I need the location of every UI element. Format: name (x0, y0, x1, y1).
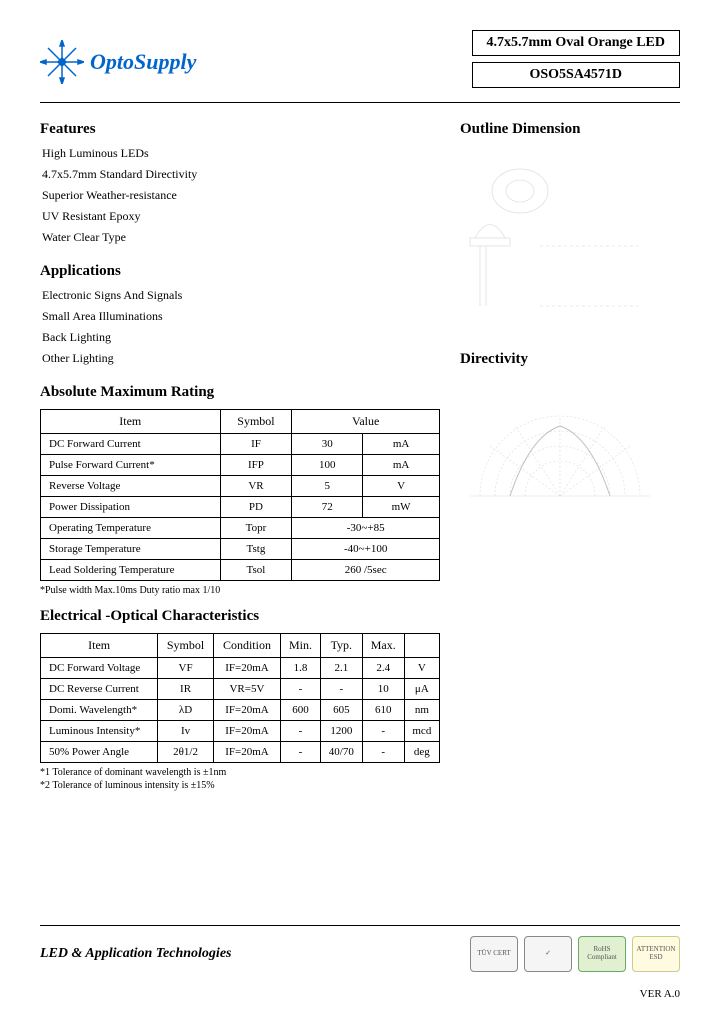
product-title: 4.7x5.7mm Oval Orange LED (472, 30, 681, 56)
feature-item: High Luminous LEDs (40, 146, 440, 161)
outline-heading: Outline Dimension (460, 121, 680, 138)
application-item: Small Area Illuminations (40, 309, 440, 324)
amr-footnote: *Pulse width Max.10ms Duty ratio max 1/1… (40, 585, 440, 596)
table-row: Reverse VoltageVR5V (41, 476, 440, 497)
table-row: DC Forward CurrentIF30mA (41, 434, 440, 455)
feature-item: 4.7x5.7mm Standard Directivity (40, 167, 440, 182)
col-min: Min. (281, 634, 321, 658)
application-item: Back Lighting (40, 330, 440, 345)
company-name: OptoSupply (90, 49, 196, 75)
table-row: DC Reverse CurrentIRVR=5V--10μA (41, 679, 440, 700)
header: OptoSupply 4.7x5.7mm Oval Orange LED OSO… (40, 30, 680, 94)
col-symbol: Symbol (158, 634, 214, 658)
header-divider (40, 102, 680, 103)
table-header-row: Item Symbol Condition Min. Typ. Max. (41, 634, 440, 658)
table-row: 50% Power Angle2θ1/2IF=20mA-40/70-deg (41, 742, 440, 763)
col-value: Value (292, 410, 440, 434)
eoc-footnote-2: *2 Tolerance of luminous intensity is ±1… (40, 780, 440, 791)
application-item: Electronic Signs And Signals (40, 288, 440, 303)
table-row: Storage TemperatureTstg-40~+100 (41, 539, 440, 560)
table-header-row: Item Symbol Value (41, 410, 440, 434)
left-column: Features High Luminous LEDs 4.7x5.7mm St… (40, 121, 440, 803)
check-badge-icon: ✓ (524, 936, 572, 972)
tuv-badge-icon: TÜV CERT (470, 936, 518, 972)
title-block: 4.7x5.7mm Oval Orange LED OSO5SA4571D (472, 30, 681, 94)
feature-item: Superior Weather-resistance (40, 188, 440, 203)
amr-table: Item Symbol Value DC Forward CurrentIF30… (40, 409, 440, 581)
col-item: Item (41, 410, 221, 434)
logo-block: OptoSupply (40, 40, 196, 84)
col-typ: Typ. (320, 634, 362, 658)
col-item: Item (41, 634, 158, 658)
footer: LED & Application Technologies TÜV CERT … (40, 925, 680, 972)
feature-item: Water Clear Type (40, 230, 440, 245)
table-row: Domi. Wavelength*λDIF=20mA600605610nm (41, 700, 440, 721)
table-row: Lead Soldering TemperatureTsol260 /5sec (41, 560, 440, 581)
application-item: Other Lighting (40, 351, 440, 366)
footer-divider (40, 925, 680, 926)
cert-badges: TÜV CERT ✓ RoHS Compliant ATTENTION ESD (470, 936, 680, 972)
directivity-diagram (460, 376, 660, 516)
esd-badge-icon: ATTENTION ESD (632, 936, 680, 972)
table-row: Luminous Intensity*IvIF=20mA-1200-mcd (41, 721, 440, 742)
features-heading: Features (40, 121, 440, 138)
logo-star-icon (40, 40, 84, 84)
amr-heading: Absolute Maximum Rating (40, 384, 440, 401)
applications-list: Electronic Signs And Signals Small Area … (40, 288, 440, 366)
col-symbol: Symbol (220, 410, 292, 434)
col-max: Max. (362, 634, 404, 658)
eoc-footnote-1: *1 Tolerance of dominant wavelength is ±… (40, 767, 440, 778)
outline-dimension-diagram (460, 146, 660, 326)
rohs-badge-icon: RoHS Compliant (578, 936, 626, 972)
features-list: High Luminous LEDs 4.7x5.7mm Standard Di… (40, 146, 440, 245)
version-label: VER A.0 (640, 988, 680, 1000)
footer-title: LED & Application Technologies (40, 946, 231, 962)
table-row: DC Forward VoltageVFIF=20mA1.82.12.4V (41, 658, 440, 679)
table-row: Pulse Forward Current*IFP100mA (41, 455, 440, 476)
footer-row: LED & Application Technologies TÜV CERT … (40, 936, 680, 972)
applications-heading: Applications (40, 263, 440, 280)
eoc-heading: Electrical -Optical Characteristics (40, 608, 440, 625)
right-column: Outline Dimension Directivity (460, 121, 680, 803)
table-row: Operating TemperatureTopr-30~+85 (41, 518, 440, 539)
col-condition: Condition (213, 634, 280, 658)
directivity-heading: Directivity (460, 351, 680, 368)
feature-item: UV Resistant Epoxy (40, 209, 440, 224)
part-number: OSO5SA4571D (472, 62, 681, 88)
col-unit (404, 634, 439, 658)
eoc-table: Item Symbol Condition Min. Typ. Max. DC … (40, 633, 440, 763)
table-row: Power DissipationPD72mW (41, 497, 440, 518)
main-content: Features High Luminous LEDs 4.7x5.7mm St… (40, 121, 680, 803)
